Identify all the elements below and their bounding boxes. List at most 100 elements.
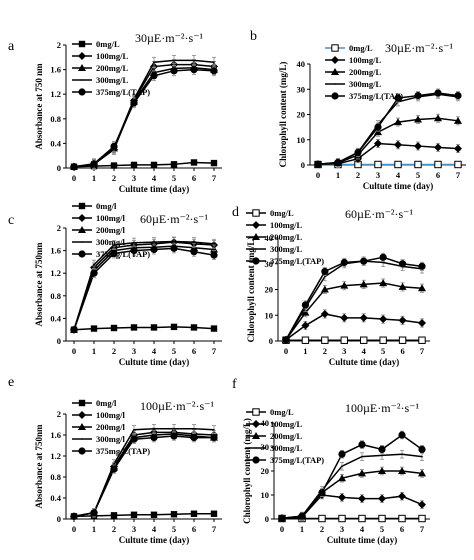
data-point: [318, 514, 326, 523]
x-axis-label: Cultute time (day): [119, 357, 190, 367]
data-point: [153, 61, 155, 64]
x-tick-label: 4: [152, 173, 157, 183]
y-axis-label: Absorbance at 750nm: [34, 242, 44, 327]
x-tick-label: 0: [280, 524, 284, 534]
data-point: [321, 267, 329, 276]
series-line: [73, 326, 215, 331]
data-point: [340, 336, 348, 344]
data-point: [110, 512, 118, 519]
data-point: [331, 56, 339, 64]
data-point: [170, 511, 178, 518]
data-point: [421, 455, 423, 458]
data-point: [150, 161, 158, 169]
data-point: [110, 249, 118, 258]
y-axis-label: Chlorophyll content (mg/L): [278, 62, 288, 168]
data-point: [255, 248, 257, 250]
data-point: [90, 509, 98, 517]
data-point: [130, 435, 138, 443]
data-point: [252, 209, 260, 217]
data-point: [252, 420, 260, 428]
data-point: [401, 453, 403, 456]
x-tick-label: 7: [212, 524, 217, 534]
data-point: [338, 450, 346, 458]
data-point: [190, 434, 198, 442]
series-4: 375mg/L(TAP): [70, 431, 218, 520]
data-point: [190, 510, 198, 517]
data-point: [252, 257, 260, 265]
data-point: [81, 438, 83, 440]
data-point: [252, 408, 260, 416]
x-tick-label: 0: [72, 173, 76, 183]
light-condition-label: 100µE·m⁻²·s⁻¹: [345, 401, 420, 415]
legend-label: 300mg/l: [96, 237, 125, 247]
x-tick-label: 7: [456, 170, 461, 180]
y-tick-label: 0: [265, 514, 269, 524]
y-axis-label: Absorbance at 750 nm: [34, 63, 44, 150]
x-tick-label: 3: [132, 173, 136, 183]
data-point: [331, 68, 339, 75]
legend-label: 375mg/L(TAP): [270, 256, 324, 266]
data-point: [374, 123, 382, 131]
series-0: 0mg/l: [70, 398, 218, 520]
data-point: [324, 275, 326, 278]
y-tick-label: 1.6: [50, 430, 61, 440]
series-4: 375mg/L(TAP): [246, 252, 426, 344]
y-axis-label: Chlorophyll content (mg/L): [242, 418, 252, 524]
series-line: [317, 93, 459, 165]
data-point: [78, 226, 86, 233]
legend-label: 200mg/l: [96, 225, 125, 235]
x-tick-label: 5: [416, 170, 420, 180]
series-4: 375mg/L(TAP): [314, 88, 462, 168]
x-tick-label: 3: [342, 346, 346, 356]
y-tick-label: 0.8: [50, 472, 61, 482]
data-point: [454, 160, 462, 169]
data-point: [338, 514, 346, 523]
data-point: [170, 67, 178, 75]
data-point: [298, 512, 306, 520]
legend-label: 100mg/L: [349, 55, 381, 65]
data-point: [150, 245, 158, 254]
x-tick-label: 3: [132, 524, 136, 534]
series-line: [317, 92, 459, 165]
data-point: [359, 313, 368, 322]
data-point: [78, 447, 86, 455]
x-tick-label: 4: [360, 524, 365, 534]
data-point: [361, 455, 363, 458]
panel-letter: f: [232, 377, 237, 392]
data-point: [320, 309, 329, 318]
data-point: [133, 428, 135, 431]
y-tick-label: 2: [57, 409, 61, 419]
y-tick-label: 0: [57, 336, 61, 346]
data-point: [434, 89, 442, 97]
data-point: [374, 128, 382, 136]
light-condition-label: 100µE·m⁻²·s⁻¹: [140, 399, 215, 413]
y-tick-label: 0.4: [50, 313, 61, 323]
legend-label: 100mg/L: [270, 419, 302, 429]
series-4: 375mg/L(TAP): [246, 430, 426, 522]
data-point: [374, 139, 382, 148]
x-tick-label: 2: [320, 524, 324, 534]
x-tick-label: 1: [92, 524, 96, 534]
x-tick-label: 5: [380, 524, 384, 534]
x-axis-label: Cultute time (day): [329, 357, 400, 367]
data-point: [110, 162, 118, 169]
legend-label: 300mg/L: [349, 79, 381, 89]
series-line: [317, 117, 459, 165]
data-point: [379, 253, 387, 261]
x-tick-label: 7: [420, 524, 425, 534]
data-point: [210, 159, 218, 167]
data-point: [414, 160, 422, 169]
legend-label: 200mg/L: [270, 431, 302, 441]
light-condition-label: 60µE·m⁻²·s⁻¹: [140, 212, 209, 226]
legend-label: 100mg/L: [96, 51, 128, 61]
data-point: [358, 469, 366, 477]
series-2: 200mg/L: [314, 67, 462, 168]
x-axis-label: Cultute time (day): [363, 181, 434, 191]
data-point: [418, 469, 426, 477]
x-tick-label: 5: [172, 346, 176, 356]
series-0: 0mg/L: [70, 39, 218, 170]
series-line: [73, 161, 215, 168]
data-point: [378, 494, 386, 503]
legend-label: 0mg/l: [96, 201, 117, 211]
